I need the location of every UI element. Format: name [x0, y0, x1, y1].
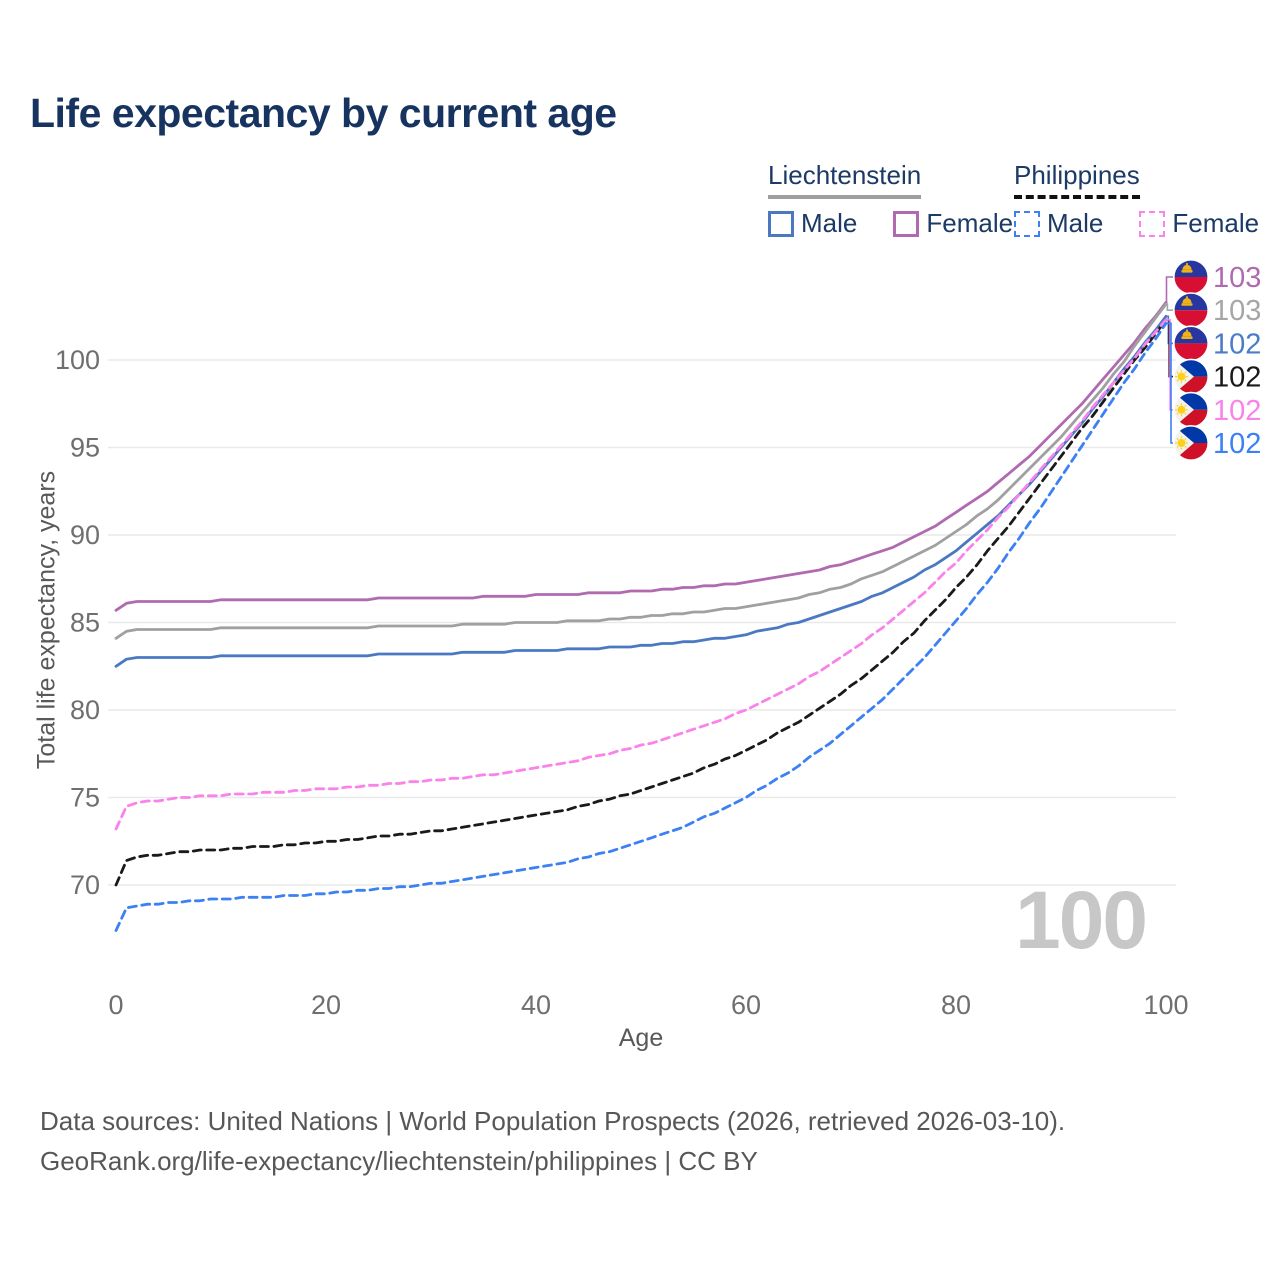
age-watermark: 100 [1015, 875, 1146, 966]
end-label-value: 102 [1213, 395, 1261, 427]
flag-icon-philippines [1173, 359, 1209, 395]
flag-icon-liechtenstein [1173, 325, 1209, 361]
legend-label-philippines-female[interactable]: Female [1172, 208, 1260, 238]
axis-tick-labels: 70 75 80 85 90 95 100 0 20 40 60 80 100 [55, 345, 1189, 1020]
footer-data-sources: Data sources: United Nations | World Pop… [40, 1106, 1066, 1136]
end-label-value: 102 [1213, 428, 1261, 460]
x-tick-label: 40 [521, 990, 551, 1020]
y-tick-label: 90 [70, 520, 100, 550]
end-label-connector [1166, 319, 1173, 411]
flag-icon-philippines [1173, 425, 1209, 461]
end-label-connector [1165, 276, 1173, 304]
legend-swatch-liechtenstein-male[interactable] [768, 210, 794, 237]
series-line-philippines-total[interactable] [114, 318, 1168, 887]
legend-swatch-liechtenstein-female[interactable] [893, 210, 920, 237]
x-tick-label: 20 [311, 990, 341, 1020]
y-axis-title: Total life expectancy, years [32, 470, 61, 770]
end-label-value: 102 [1213, 362, 1261, 394]
legend-label-liechtenstein-female[interactable]: Female [926, 208, 1014, 238]
legend-swatch-philippines-male[interactable] [1014, 210, 1040, 237]
y-tick-label: 75 [70, 783, 100, 813]
gridlines [108, 359, 1176, 886]
end-label-connector [1166, 322, 1173, 444]
y-tick-label: 100 [55, 345, 100, 375]
flag-icon-liechtenstein [1173, 259, 1209, 295]
series-line-philippines-female[interactable] [114, 318, 1168, 831]
series-line-liechtenstein-female[interactable] [114, 300, 1168, 612]
footer-attribution: GeoRank.org/life-expectancy/liechtenstei… [40, 1146, 758, 1176]
legend-group-philippines: Philippines Male Female [1014, 160, 1259, 239]
end-label-connector [1166, 303, 1173, 311]
x-axis-title: Age [618, 1024, 664, 1052]
legend-label-liechtenstein-male[interactable]: Male [801, 208, 858, 238]
legend-country-liechtenstein: Liechtenstein [768, 160, 922, 199]
series-line-liechtenstein-total[interactable] [114, 302, 1168, 640]
end-label-value: 103 [1213, 295, 1261, 327]
y-tick-label: 85 [70, 608, 100, 638]
y-tick-label: 70 [70, 870, 100, 900]
legend-swatch-philippines-female[interactable] [1139, 210, 1166, 237]
x-tick-label: 80 [941, 990, 971, 1020]
x-tick-label: 60 [731, 990, 761, 1020]
end-label-value: 103 [1213, 262, 1261, 294]
legend-country-philippines: Philippines [1014, 160, 1140, 199]
y-tick-label: 95 [70, 433, 100, 463]
flag-icon-philippines [1173, 392, 1209, 428]
x-tick-label: 100 [1143, 990, 1188, 1020]
y-tick-label: 80 [70, 695, 100, 725]
flag-icon-liechtenstein [1173, 292, 1209, 328]
x-tick-label: 0 [108, 990, 123, 1020]
legend-label-philippines-male[interactable]: Male [1047, 208, 1104, 238]
series-line-philippines-male[interactable] [114, 321, 1168, 932]
legend-group-liechtenstein: Liechtenstein Male Female [768, 160, 1013, 239]
page-title: Life expectancy by current age [30, 90, 617, 136]
end-label-value: 102 [1213, 328, 1261, 360]
series-line-liechtenstein-male[interactable] [114, 314, 1168, 668]
